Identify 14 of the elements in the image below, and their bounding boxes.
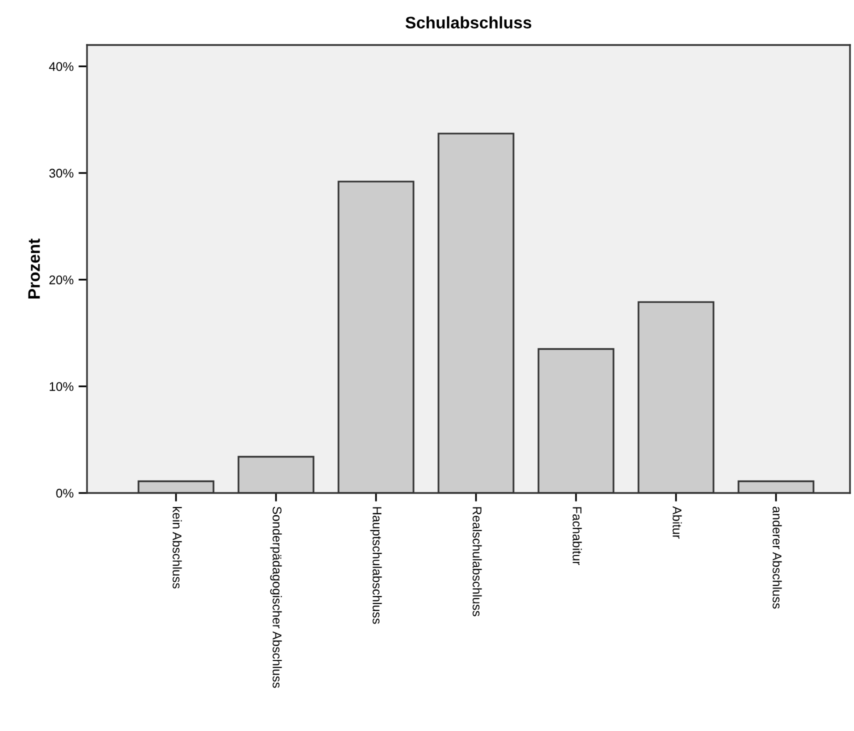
x-tick-label: Realschulabschluss — [472, 507, 482, 616]
x-tick-label: Sonderpädagogischer Abschluss — [270, 506, 282, 688]
y-tick-label: 0% — [56, 488, 74, 498]
x-tick-label: Fachabitur — [572, 507, 582, 566]
y-axis-title: Prozent — [28, 238, 40, 298]
x-tick-label: Abitur — [672, 506, 682, 539]
y-tick-label: 10% — [50, 382, 74, 391]
x-tick-label: anderer Abschluss — [772, 506, 782, 609]
x-tick-label: Hauptschulabschluss — [370, 507, 382, 624]
y-tick-label: 20% — [49, 275, 74, 284]
chart-title: Schulabschluss — [406, 16, 532, 28]
y-tick-label: 30% — [49, 168, 74, 178]
y-tick-label: 40% — [49, 62, 74, 71]
x-tick-label: kein Abschluss — [172, 507, 182, 588]
